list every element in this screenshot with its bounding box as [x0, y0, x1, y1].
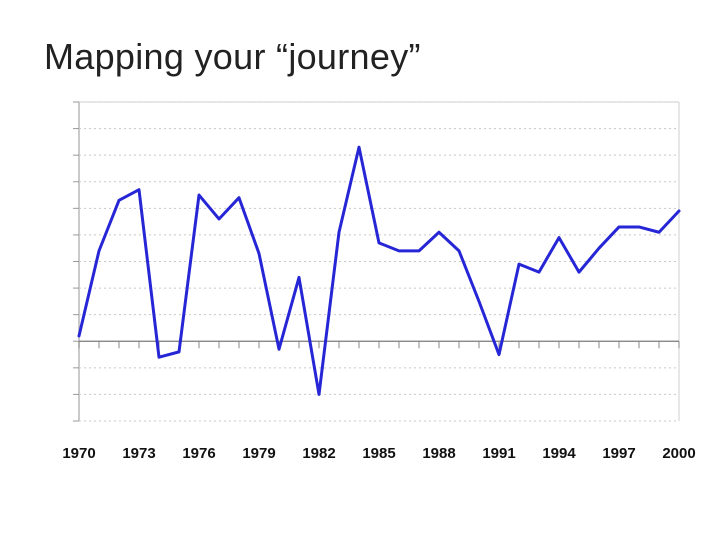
- data-point: [177, 350, 181, 354]
- data-point: [197, 193, 201, 197]
- data-point: [117, 199, 121, 202]
- data-point: [617, 225, 621, 229]
- data-point: [317, 393, 321, 396]
- data-point: [377, 241, 381, 245]
- x-tick-label: 1988: [422, 445, 455, 462]
- data-point: [277, 348, 281, 351]
- x-tick-label: 1997: [602, 445, 635, 462]
- x-tick-label: 1970: [62, 445, 95, 462]
- x-tick-label: 1991: [482, 445, 515, 462]
- x-tick-label: 1973: [122, 445, 155, 462]
- data-point: [297, 276, 301, 279]
- data-point: [477, 300, 481, 303]
- data-point: [157, 356, 161, 359]
- data-point: [97, 249, 101, 253]
- data-point: [637, 225, 641, 229]
- data-point: [237, 196, 241, 199]
- x-tick-label: 1982: [302, 445, 335, 462]
- data-point: [677, 209, 681, 213]
- x-tick-label: 1985: [362, 445, 395, 462]
- data-point: [497, 353, 501, 356]
- data-point: [437, 231, 441, 234]
- x-axis-labels: 1970 1973 1976 1979 1982 1985 1988 1991 1994 1997…: [62, 445, 695, 462]
- data-point: [257, 252, 261, 255]
- data-point: [557, 236, 561, 239]
- data-point: [597, 247, 601, 250]
- x-tick-label: 2000: [662, 445, 695, 462]
- data-point: [517, 262, 521, 266]
- data-point: [357, 145, 361, 149]
- x-tick-label: 1976: [182, 445, 215, 462]
- data-point: [337, 231, 341, 234]
- data-point: [537, 270, 541, 274]
- data-point: [397, 249, 401, 253]
- data-point: [137, 188, 141, 191]
- slide-title: Mapping your “journey”: [44, 36, 421, 77]
- data-series: [77, 145, 681, 396]
- data-point: [577, 270, 581, 274]
- x-tick-label: 1994: [542, 445, 576, 462]
- data-point: [457, 249, 461, 253]
- series-line: [77, 145, 681, 396]
- data-point: [217, 217, 221, 221]
- x-tick-label: 1979: [242, 445, 275, 462]
- data-point: [657, 231, 661, 234]
- data-point: [77, 334, 81, 338]
- data-point: [417, 249, 421, 253]
